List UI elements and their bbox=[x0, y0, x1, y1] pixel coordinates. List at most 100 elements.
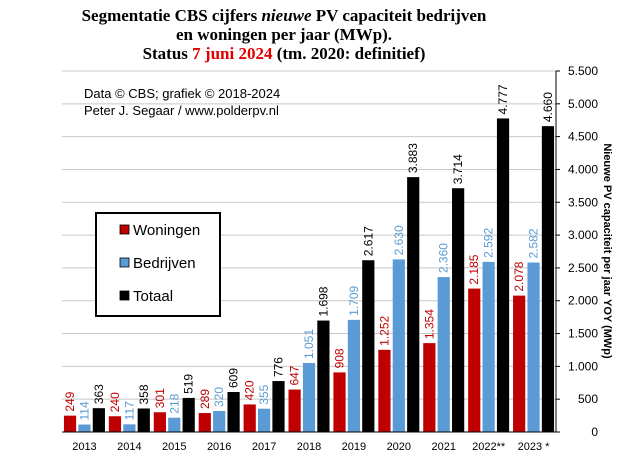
credits-line-1: Data © CBS; grafiek © 2018-2024 bbox=[84, 86, 280, 101]
y-tick-label: 2.500 bbox=[568, 261, 598, 275]
value-label-totaal: 4.777 bbox=[496, 84, 510, 114]
x-tick-label: 2021 bbox=[431, 441, 455, 453]
x-tick-label: 2020 bbox=[387, 441, 411, 453]
value-label-totaal: 4.660 bbox=[541, 92, 555, 122]
bar-totaal-2017 bbox=[272, 381, 285, 432]
bar-totaal-2022 bbox=[496, 118, 510, 433]
y-tick-label: 0 bbox=[591, 425, 598, 439]
x-tick-label: 2017 bbox=[252, 441, 276, 453]
legend: Woningen Bedrijven Totaal bbox=[95, 212, 221, 317]
bar-totaal-2013 bbox=[92, 408, 105, 432]
value-label-totaal: 776 bbox=[271, 357, 285, 377]
bar-bedrijven-2016 bbox=[213, 410, 226, 432]
x-tick-label: 2013 bbox=[72, 441, 96, 453]
value-label-bedrijven: 320 bbox=[212, 387, 226, 407]
value-label-woningen: 647 bbox=[288, 365, 302, 385]
value-label-woningen: 420 bbox=[243, 380, 257, 400]
value-label-woningen: 301 bbox=[153, 388, 167, 408]
value-label-woningen: 240 bbox=[108, 392, 122, 412]
value-label-woningen: 289 bbox=[198, 389, 212, 409]
value-label-bedrijven: 355 bbox=[257, 384, 271, 404]
bar-woningen-2016 bbox=[198, 413, 211, 432]
title-line-3: Status 7 juni 2024 (tm. 2020: definitief… bbox=[142, 44, 426, 63]
value-label-totaal: 2.617 bbox=[361, 226, 375, 256]
bar-woningen-2018 bbox=[288, 389, 301, 432]
bar-totaal-2023 bbox=[541, 126, 555, 432]
y-tick-label: 3.500 bbox=[568, 195, 598, 209]
bar-woningen-2015 bbox=[153, 412, 166, 432]
chart-title: Segmentatie CBS cijfers nieuwe PV capaci… bbox=[0, 6, 568, 63]
bar-bedrijven-2014 bbox=[123, 424, 136, 432]
value-label-totaal: 3.883 bbox=[406, 143, 420, 173]
x-tick-label: 2016 bbox=[207, 441, 231, 453]
bar-totaal-2019 bbox=[362, 260, 375, 432]
value-label-totaal: 1.698 bbox=[316, 286, 330, 316]
y-tick-label: 5.000 bbox=[568, 97, 598, 111]
y-tick-label: 5.500 bbox=[568, 64, 598, 78]
bar-woningen-2023 bbox=[513, 295, 526, 432]
value-label-bedrijven: 114 bbox=[77, 401, 91, 420]
value-label-totaal: 363 bbox=[92, 384, 106, 404]
y-tick-label: 2.000 bbox=[568, 294, 598, 308]
value-label-woningen: 249 bbox=[63, 391, 77, 411]
bar-woningen-2013 bbox=[63, 415, 77, 432]
legend-label-totaal: Totaal bbox=[133, 288, 173, 305]
bar-bedrijven-2019 bbox=[347, 319, 361, 432]
bar-bedrijven-2017 bbox=[257, 408, 271, 432]
value-label-bedrijven: 2.582 bbox=[527, 228, 541, 258]
value-label-woningen: 2.185 bbox=[467, 254, 481, 284]
legend-swatch-totaal bbox=[119, 290, 130, 301]
x-tick-label: 2019 bbox=[342, 441, 366, 453]
bar-woningen-2019 bbox=[333, 372, 346, 432]
bar-totaal-2014 bbox=[137, 408, 150, 432]
bar-totaal-2018 bbox=[317, 320, 330, 432]
bar-bedrijven-2021 bbox=[437, 277, 450, 432]
legend-label-woningen: Woningen bbox=[133, 222, 200, 239]
bar-totaal-2021 bbox=[452, 188, 465, 432]
bar-bedrijven-2020 bbox=[392, 259, 405, 432]
value-label-bedrijven: 1.051 bbox=[302, 329, 316, 359]
legend-label-bedrijven: Bedrijven bbox=[133, 255, 196, 272]
legend-box bbox=[95, 212, 221, 317]
value-label-bedrijven: 2.592 bbox=[482, 228, 496, 258]
value-label-woningen: 1.354 bbox=[422, 309, 436, 339]
x-tick-label: 2014 bbox=[117, 441, 141, 453]
x-tick-label: 2018 bbox=[297, 441, 321, 453]
y-tick-label: 1.500 bbox=[568, 327, 598, 341]
title-line-2: en woningen per jaar (MWp). bbox=[175, 25, 393, 44]
bar-woningen-2017 bbox=[243, 404, 256, 432]
bars bbox=[63, 118, 555, 433]
value-label-bedrijven: 117 bbox=[122, 401, 136, 420]
status-date: 7 juni 2024 bbox=[192, 44, 273, 63]
value-label-bedrijven: 1.709 bbox=[347, 285, 361, 315]
legend-swatch-woningen bbox=[119, 224, 130, 235]
bar-woningen-2022 bbox=[468, 288, 481, 432]
value-label-woningen: 1.252 bbox=[377, 315, 391, 345]
value-label-woningen: 2.078 bbox=[512, 261, 526, 291]
value-label-totaal: 609 bbox=[227, 368, 241, 388]
x-tick-label: 2022** bbox=[472, 441, 506, 453]
bar-bedrijven-2015 bbox=[168, 417, 181, 432]
bar-bedrijven-2013 bbox=[78, 424, 91, 432]
y-tick-labels: 0 500 1.000 1.500 2.000 2.500 3.000 3.500 4.000 4… bbox=[556, 64, 598, 439]
y-tick-label: 500 bbox=[578, 392, 598, 406]
x-tick-label: 2023 * bbox=[518, 441, 551, 453]
bar-woningen-2014 bbox=[108, 416, 122, 432]
value-label-totaal: 358 bbox=[137, 384, 151, 404]
x-tick-labels: 2013 2014 2015 2016 2017 2018 2019 2020 2021 2022… bbox=[72, 441, 550, 453]
bar-totaal-2015 bbox=[182, 397, 195, 432]
value-label-woningen: 908 bbox=[333, 348, 347, 368]
bar-woningen-2020 bbox=[378, 349, 391, 432]
value-label-totaal: 3.714 bbox=[451, 154, 465, 184]
y-tick-label: 4.000 bbox=[568, 162, 598, 176]
credits-line-2: Peter J. Segaar / www.polderpv.nl bbox=[84, 103, 279, 118]
bar-totaal-2016 bbox=[227, 392, 240, 432]
y-tick-label: 1.000 bbox=[568, 359, 598, 373]
x-tick-label: 2015 bbox=[162, 441, 186, 453]
bar-bedrijven-2018 bbox=[302, 363, 316, 432]
value-label-bedrijven: 2.360 bbox=[437, 243, 451, 273]
value-label-totaal: 519 bbox=[182, 374, 196, 394]
bar-bedrijven-2023 bbox=[527, 262, 540, 432]
